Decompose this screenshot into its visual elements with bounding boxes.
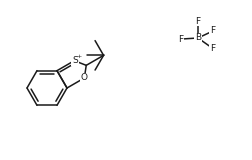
- Text: B: B: [194, 33, 200, 43]
- Text: +: +: [76, 54, 82, 59]
- Text: O: O: [80, 73, 87, 83]
- Text: F: F: [195, 16, 200, 25]
- Text: F: F: [209, 26, 214, 35]
- Text: F: F: [178, 35, 183, 44]
- Text: F: F: [209, 44, 214, 53]
- Text: S: S: [72, 56, 77, 65]
